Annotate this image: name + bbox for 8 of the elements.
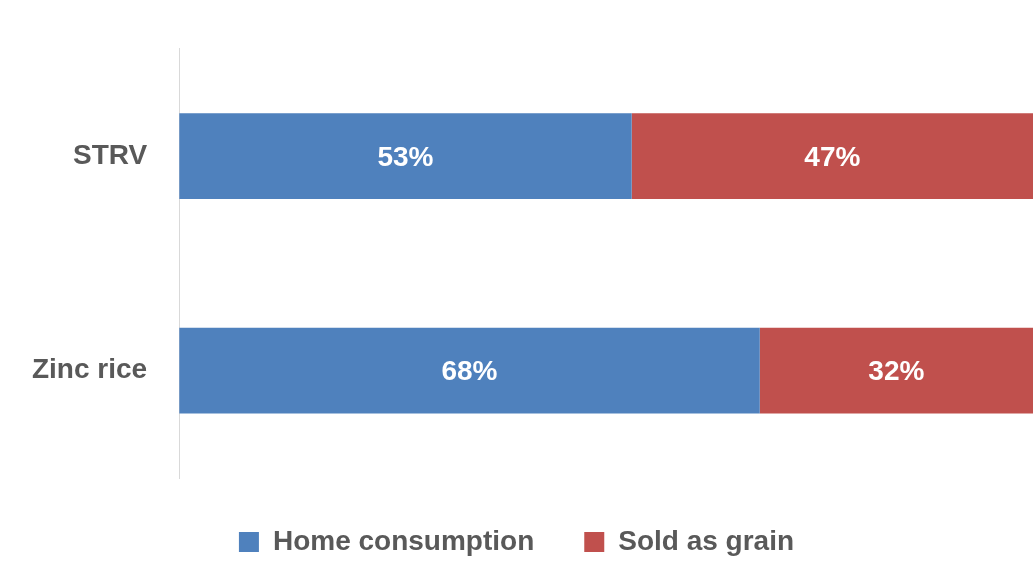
data-label: 47% bbox=[804, 140, 861, 172]
y-tick-label: Zinc rice bbox=[31, 353, 148, 385]
y-tick-label: STRV bbox=[72, 138, 148, 170]
legend-label: Home consumption bbox=[272, 524, 535, 556]
data-label: 68% bbox=[441, 355, 498, 387]
data-label: 53% bbox=[377, 140, 434, 172]
data-label: 32% bbox=[868, 355, 925, 387]
legend-label: Sold as grain bbox=[618, 524, 795, 556]
